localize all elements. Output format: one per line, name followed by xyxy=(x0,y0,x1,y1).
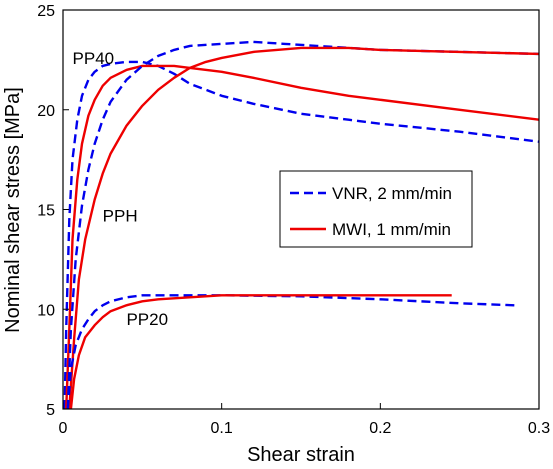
series-line-0 xyxy=(63,60,540,410)
x-tick-label: 0.2 xyxy=(369,420,391,437)
legend-label-0: VNR, 2 mm/min xyxy=(332,184,452,203)
x-tick-label: 0.1 xyxy=(211,420,233,437)
series-line-1 xyxy=(65,64,540,410)
annotation-layer: PP40 PPH PP20 xyxy=(73,49,169,329)
y-tick-label: 20 xyxy=(37,103,55,120)
y-tick-label: 25 xyxy=(37,3,55,20)
series-line-3 xyxy=(68,46,540,410)
legend-box xyxy=(279,170,473,248)
annotation-pph: PPH xyxy=(103,206,138,225)
ticks-layer: 0 0.1 0.2 0.3 5 10 15 20 25 xyxy=(37,3,550,437)
legend-label-1: MWI, 1 mm/min xyxy=(332,220,451,239)
series-line-5 xyxy=(69,294,452,410)
legend: VNR, 2 mm/min MWI, 1 mm/min xyxy=(279,170,473,248)
annotation-pp40: PP40 xyxy=(73,49,115,68)
series-line-4 xyxy=(66,294,516,410)
series-line-2 xyxy=(66,40,540,410)
y-axis-label: Nominal shear stress [MPa] xyxy=(2,87,24,333)
y-tick-label: 10 xyxy=(37,302,55,319)
y-tick-label: 5 xyxy=(46,402,55,419)
x-tick-label: 0 xyxy=(59,420,68,437)
series-layer xyxy=(63,40,540,410)
annotation-pp20: PP20 xyxy=(126,310,168,329)
y-tick-label: 15 xyxy=(37,203,55,220)
x-axis-label: Shear strain xyxy=(247,444,355,466)
x-tick-label: 0.3 xyxy=(528,420,550,437)
